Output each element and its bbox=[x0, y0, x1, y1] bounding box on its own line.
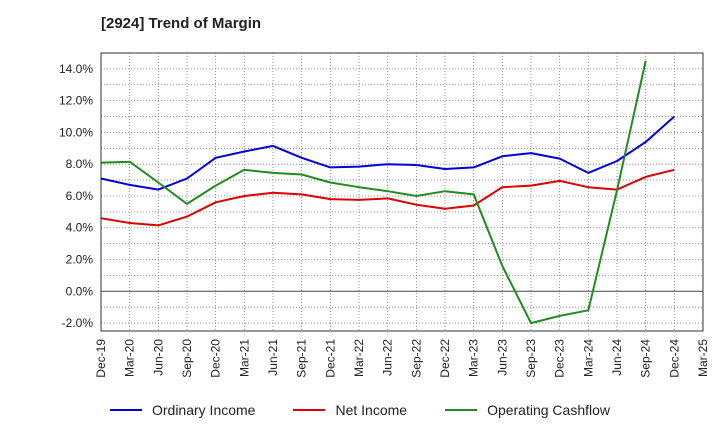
x-tick-label: Mar-25 bbox=[696, 339, 710, 377]
y-tick-label: -2.0% bbox=[62, 316, 94, 330]
x-tick-label: Sep-20 bbox=[180, 339, 194, 378]
x-tick-label: Sep-24 bbox=[639, 339, 653, 378]
x-tick-label: Dec-20 bbox=[209, 339, 223, 378]
chart-title: [2924] Trend of Margin bbox=[101, 15, 262, 32]
y-tick-label: 4.0% bbox=[66, 221, 94, 235]
x-tick-label: Dec-19 bbox=[94, 339, 108, 378]
x-tick-label: Dec-21 bbox=[323, 339, 337, 378]
x-tick-label: Mar-20 bbox=[123, 339, 137, 377]
y-tick-label: 14.0% bbox=[59, 62, 93, 76]
plot-frame bbox=[100, 52, 704, 332]
x-tick-label: Jun-21 bbox=[266, 339, 280, 376]
x-tick-label: Mar-23 bbox=[467, 339, 481, 377]
series-line-operating-cashflow bbox=[100, 60, 647, 325]
x-tick-label: Sep-22 bbox=[409, 339, 423, 378]
legend-label-net-income: Net Income bbox=[335, 402, 408, 418]
legend-swatch-operating-cashflow bbox=[445, 409, 478, 411]
x-tick-label: Dec-24 bbox=[667, 339, 681, 378]
y-tick-label: 2.0% bbox=[66, 253, 94, 267]
legend-item-net-income: Net Income bbox=[293, 402, 407, 418]
x-tick-label: Mar-24 bbox=[581, 339, 595, 377]
x-axis-ticks: Dec-19 Mar-20 Jun-20 Sep-20 Dec-20 Mar-21 Jun-… bbox=[94, 339, 710, 378]
x-tick-label: Jun-23 bbox=[495, 339, 509, 376]
x-tick-label: Mar-21 bbox=[237, 339, 251, 377]
series-line-ordinary-income bbox=[100, 115, 675, 191]
x-tick-label: Jun-22 bbox=[381, 339, 395, 376]
series-line-net-income bbox=[100, 168, 675, 227]
legend-swatch-net-income bbox=[293, 409, 326, 411]
x-tick-label: Jun-24 bbox=[610, 339, 624, 376]
legend-item-ordinary-income: Ordinary Income bbox=[109, 402, 256, 418]
y-tick-label: 12.0% bbox=[59, 94, 93, 108]
y-tick-label: 0.0% bbox=[66, 284, 94, 298]
y-tick-label: 6.0% bbox=[66, 189, 94, 203]
grid-lines bbox=[100, 52, 704, 331]
legend-swatch-ordinary-income bbox=[109, 409, 142, 411]
y-tick-label: 10.0% bbox=[59, 125, 93, 139]
legend: Ordinary Income Net Income Operating Cas… bbox=[0, 402, 720, 418]
x-tick-label: Dec-22 bbox=[438, 339, 452, 378]
legend-label-operating-cashflow: Operating Cashflow bbox=[487, 402, 611, 418]
legend-label-ordinary-income: Ordinary Income bbox=[151, 402, 256, 418]
x-tick-label: Mar-22 bbox=[352, 339, 366, 377]
legend-item-operating-cashflow: Operating Cashflow bbox=[445, 402, 610, 418]
x-tick-label: Dec-23 bbox=[553, 339, 567, 378]
series-lines bbox=[100, 60, 675, 325]
y-tick-label: 8.0% bbox=[66, 157, 94, 171]
x-tick-label: Sep-23 bbox=[524, 339, 538, 378]
x-tick-label: Jun-20 bbox=[151, 339, 165, 376]
y-axis-ticks: -2.0% 0.0% 2.0% 4.0% 6.0% 8.0% 10.0% 12.0% 14.0% bbox=[59, 62, 93, 330]
x-tick-label: Sep-21 bbox=[295, 339, 309, 378]
